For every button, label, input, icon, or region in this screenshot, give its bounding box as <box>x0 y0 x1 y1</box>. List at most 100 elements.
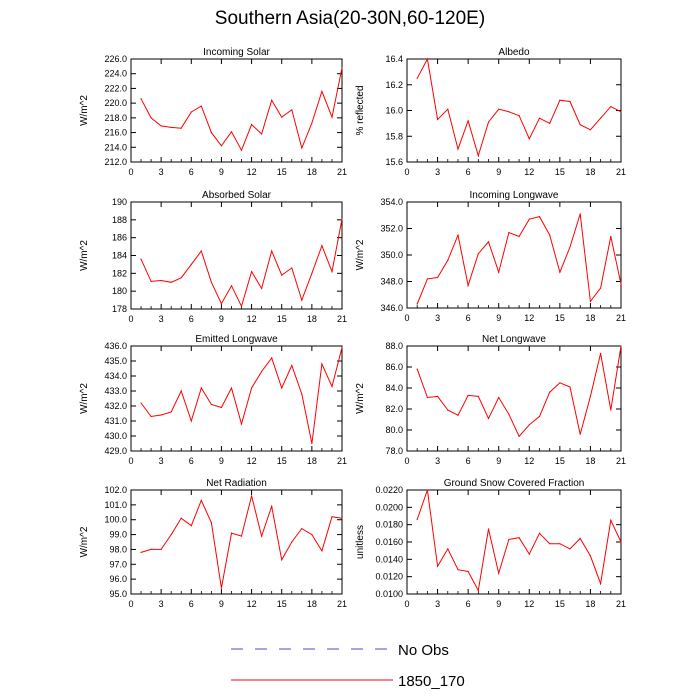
x-tick-label: 3 <box>159 167 164 177</box>
y-axis-label: W/m^2 <box>79 95 90 126</box>
x-tick-label: 15 <box>555 167 565 177</box>
plot-frame <box>406 345 622 452</box>
x-tick-label: 15 <box>277 456 287 466</box>
data-point <box>457 148 459 150</box>
data-point <box>170 411 172 413</box>
data-point <box>150 117 152 119</box>
x-tick-label: 9 <box>219 167 224 177</box>
x-tick-label: 3 <box>435 599 440 609</box>
data-point <box>170 281 172 283</box>
data-point <box>579 213 581 215</box>
data-point <box>220 145 222 147</box>
y-tick-label: 226.0 <box>104 54 127 64</box>
plot-frame <box>130 489 343 595</box>
x-tick-label: 21 <box>616 456 626 466</box>
data-point <box>160 548 162 551</box>
data-point <box>220 303 222 305</box>
x-tick-label: 18 <box>307 167 317 177</box>
data-point <box>220 406 222 409</box>
x-tick-label: 0 <box>128 314 133 324</box>
y-tick-label: 354.0 <box>380 197 403 207</box>
data-point <box>426 58 428 60</box>
data-point <box>528 218 530 220</box>
panel-title: Emitted Longwave <box>195 334 278 345</box>
data-point <box>271 357 273 359</box>
y-tick-label: 220.0 <box>104 98 127 108</box>
x-tick-label: 21 <box>616 167 626 177</box>
data-point <box>210 522 212 524</box>
data-point <box>559 543 561 545</box>
data-point <box>200 105 202 107</box>
data-point <box>416 518 418 521</box>
data-point <box>559 271 561 273</box>
data-point <box>251 495 253 497</box>
x-tick-label: 6 <box>189 314 194 324</box>
data-point <box>200 499 202 501</box>
data-point <box>447 409 449 411</box>
data-point <box>528 138 530 140</box>
x-tick-label: 15 <box>277 314 287 324</box>
x-tick-label: 12 <box>247 314 257 324</box>
data-point <box>180 517 182 519</box>
y-tick-label: 99.0 <box>109 530 127 540</box>
x-tick-label: 6 <box>466 456 471 466</box>
data-point <box>200 250 202 252</box>
data-point <box>610 409 612 411</box>
data-point <box>528 553 530 555</box>
data-point <box>331 516 333 518</box>
plot-frame <box>406 489 622 595</box>
data-point <box>416 368 418 370</box>
y-tick-label: 224.0 <box>104 69 127 79</box>
x-tick-label: 9 <box>496 313 501 323</box>
data-point <box>487 121 490 123</box>
y-tick-label: 184 <box>112 251 127 261</box>
data-point <box>437 118 439 121</box>
y-tick-label: 222.0 <box>104 83 127 93</box>
y-tick-label: 434.0 <box>104 371 127 381</box>
x-tick-label: 3 <box>435 313 440 323</box>
y-tick-label: 178 <box>112 304 127 314</box>
data-point <box>311 122 313 124</box>
data-point <box>311 442 313 445</box>
panel-2: Albedo % reflected 0 3 6 9 12 15 18 21 15.6 15.8 16.… <box>355 47 626 177</box>
data-point <box>321 550 323 552</box>
y-tick-label: 188 <box>112 215 127 225</box>
y-axis-label: % reflected <box>355 85 366 135</box>
data-point <box>140 551 142 554</box>
data-point <box>610 235 612 238</box>
data-point <box>477 155 479 157</box>
data-point <box>281 116 283 118</box>
data-point <box>301 299 303 301</box>
data-point <box>251 123 253 126</box>
plot-frame <box>130 58 343 163</box>
x-tick-label: 21 <box>616 599 626 609</box>
data-point <box>240 423 243 425</box>
y-tick-label: 0.0100 <box>375 589 403 599</box>
y-tick-label: 16.0 <box>385 106 403 116</box>
x-tick-label: 21 <box>337 167 347 177</box>
data-point <box>140 402 142 404</box>
x-tick-label: 15 <box>555 599 565 609</box>
data-point <box>331 271 333 273</box>
data-point <box>538 117 541 119</box>
data-point <box>518 115 520 117</box>
panel-title: Incoming Solar <box>203 47 270 58</box>
y-tick-label: 0.0220 <box>375 485 403 495</box>
data-point <box>508 413 510 415</box>
y-tick-label: 15.6 <box>385 157 403 167</box>
data-point <box>150 280 152 282</box>
data-point <box>210 281 212 283</box>
data-point <box>447 259 449 261</box>
y-tick-label: 182 <box>112 268 127 278</box>
data-point <box>251 271 253 273</box>
y-tick-label: 16.2 <box>385 80 403 90</box>
data-point <box>508 231 510 234</box>
x-tick-label: 21 <box>337 456 347 466</box>
y-tick-label: 86.0 <box>385 362 403 372</box>
panel-title: Incoming Longwave <box>470 190 559 201</box>
data-point <box>610 106 612 108</box>
y-tick-label: 98.0 <box>109 544 127 554</box>
x-tick-label: 15 <box>555 456 565 466</box>
panel-title: Albedo <box>498 47 530 58</box>
